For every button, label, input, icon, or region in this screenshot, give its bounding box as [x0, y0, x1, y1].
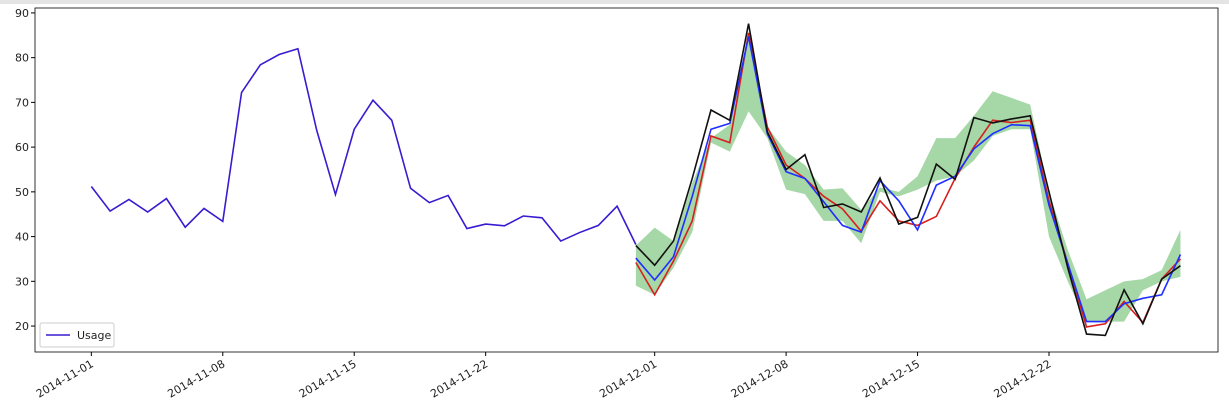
y-tick-label: 80 [15, 52, 29, 65]
y-tick-label: 20 [15, 320, 29, 333]
legend-label: Usage [77, 329, 112, 342]
y-tick-label: 90 [15, 7, 29, 20]
x-tick-label: 2014-12-01 [597, 357, 659, 400]
top-border [0, 0, 1229, 4]
y-tick-label: 30 [15, 275, 29, 288]
confidence-band [635, 30, 1181, 322]
x-tick-label: 2014-12-15 [860, 357, 922, 400]
series-line [90, 47, 637, 245]
x-tick-label: 2014-11-15 [297, 357, 359, 400]
y-tick-label: 40 [15, 231, 29, 244]
plot-frame [34, 7, 1219, 353]
x-tick-label: 2014-11-08 [165, 357, 227, 400]
series-line [635, 36, 1182, 323]
y-tick-label: 50 [15, 186, 29, 199]
series-line [635, 23, 1181, 337]
x-tick-label: 2014-12-08 [729, 357, 791, 400]
legend-box [39, 322, 115, 348]
x-tick-label: 2014-12-22 [992, 357, 1054, 400]
y-tick-label: 70 [15, 96, 29, 109]
series-line [635, 32, 1182, 328]
x-tick-label: 2014-11-22 [428, 357, 490, 400]
y-tick-label: 60 [15, 141, 29, 154]
x-tick-label: 2014-11-01 [34, 357, 96, 400]
